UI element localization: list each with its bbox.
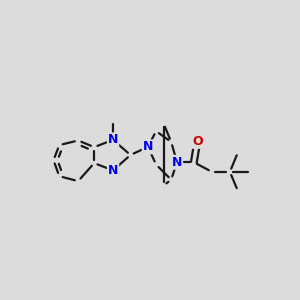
Text: N: N — [143, 140, 153, 153]
Text: N: N — [108, 134, 118, 146]
Text: N: N — [108, 164, 118, 177]
Text: N: N — [172, 156, 182, 169]
Text: O: O — [192, 135, 203, 148]
